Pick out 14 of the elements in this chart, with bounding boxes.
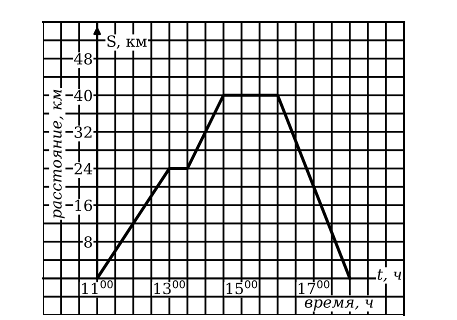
y-tick-label: 48 — [74, 53, 92, 65]
x-tick-label: 13$^{00}$ — [154, 280, 185, 294]
y-tick-label: 40 — [74, 90, 92, 102]
x-tick-label: 11$^{00}$ — [82, 280, 113, 294]
x-axis-title: время, ч — [304, 299, 373, 311]
annotation: S, км — [107, 35, 147, 49]
y-axis-title: расстояние, км — [53, 90, 65, 218]
y-tick-label: 24 — [74, 162, 92, 174]
annotation: t, ч — [378, 269, 402, 282]
y-tick-label: 16 — [75, 200, 92, 212]
x-tick-label: 15$^{00}$ — [226, 280, 258, 294]
x-tick-label: 17$^{00}$ — [298, 280, 330, 294]
y-tick-label: 8 — [84, 236, 92, 248]
y-tick-label: 32 — [74, 126, 92, 138]
